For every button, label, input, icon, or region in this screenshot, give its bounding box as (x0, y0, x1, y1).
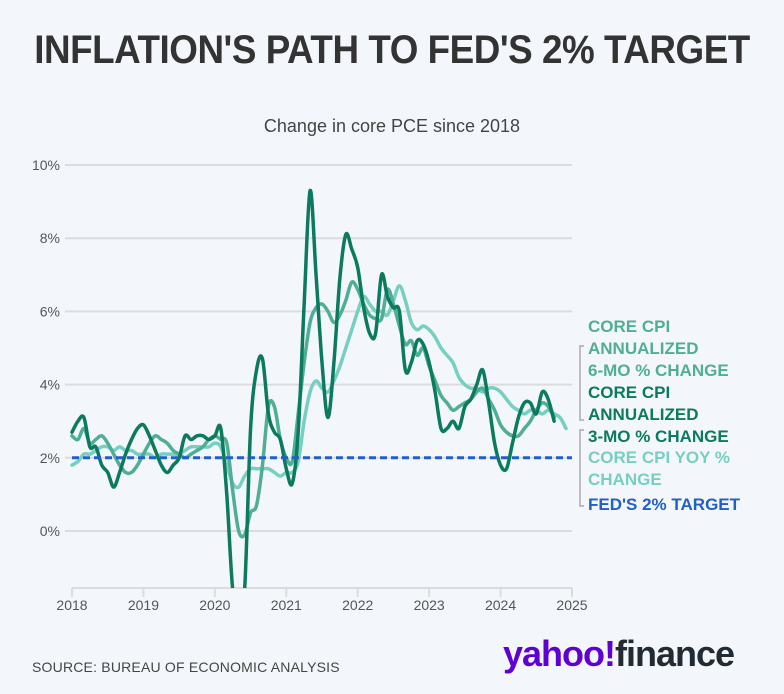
legend: CORE CPI ANNUALIZED 6-MO % CHANGE CORE CPI A… (579, 317, 741, 514)
legend-bracket-lower (579, 429, 584, 507)
legend-label: ANNUALIZED (588, 339, 699, 358)
x-tick-label: 2021 (271, 597, 302, 613)
logo-finance: finance (615, 633, 735, 674)
series-line-six-month (70, 280, 556, 539)
legend-item-yoy: CORE CPI YOY % CHANGE (588, 448, 730, 489)
y-tick-label: 4% (40, 377, 60, 393)
source-note: SOURCE: BUREAU OF ECONOMIC ANALYSIS (32, 659, 340, 675)
legend-label: CHANGE (588, 470, 662, 489)
legend-item-target: FED'S 2% TARGET (588, 495, 741, 514)
chart-title: INFLATION'S PATH TO FED'S 2% TARGET (34, 28, 750, 72)
legend-item-six-month: CORE CPI ANNUALIZED 6-MO % CHANGE (588, 317, 729, 380)
legend-label: CORE CPI YOY % (588, 448, 730, 467)
series-line-three-month (70, 188, 556, 588)
y-axis: 0% 2% 4% 6% 8% 10% (32, 157, 60, 539)
legend-label: CORE CPI (588, 317, 670, 336)
x-tick-label: 2018 (56, 597, 87, 613)
x-tick-label: 2023 (414, 597, 445, 613)
series-group (70, 188, 572, 588)
yahoo-finance-logo: yahoo!finance (503, 633, 735, 675)
y-tick-label: 0% (40, 523, 60, 539)
legend-label: CORE CPI (588, 383, 670, 402)
legend-bracket-upper (579, 345, 584, 421)
y-tick-label: 2% (40, 450, 60, 466)
x-tick-label: 2020 (199, 597, 230, 613)
legend-label: FED'S 2% TARGET (588, 495, 741, 514)
legend-label: ANNUALIZED (588, 405, 699, 424)
legend-item-three-month: CORE CPI ANNUALIZED 3-MO % CHANGE (588, 383, 729, 446)
x-tick-label: 2022 (342, 597, 373, 613)
gridlines (65, 164, 572, 532)
line-chart: 0%2%4%6%8%10% 2018 2019 2020 2021 2022 2023 20… (32, 157, 741, 613)
x-axis: 2018 2019 2020 2021 2022 2023 2024 2025 (56, 587, 588, 613)
y-tick-label: 8% (40, 230, 60, 246)
y-tick-label: 10% (32, 157, 60, 173)
x-tick-label: 2019 (128, 597, 159, 613)
x-tick-label: 2025 (556, 597, 587, 613)
legend-label: 6-MO % CHANGE (588, 361, 729, 380)
legend-label: 3-MO % CHANGE (588, 427, 729, 446)
chart-subtitle: Change in core PCE since 2018 (263, 116, 521, 136)
x-tick-label: 2024 (485, 597, 516, 613)
logo-yahoo: yahoo! (503, 633, 616, 674)
y-tick-label: 6% (40, 303, 60, 319)
